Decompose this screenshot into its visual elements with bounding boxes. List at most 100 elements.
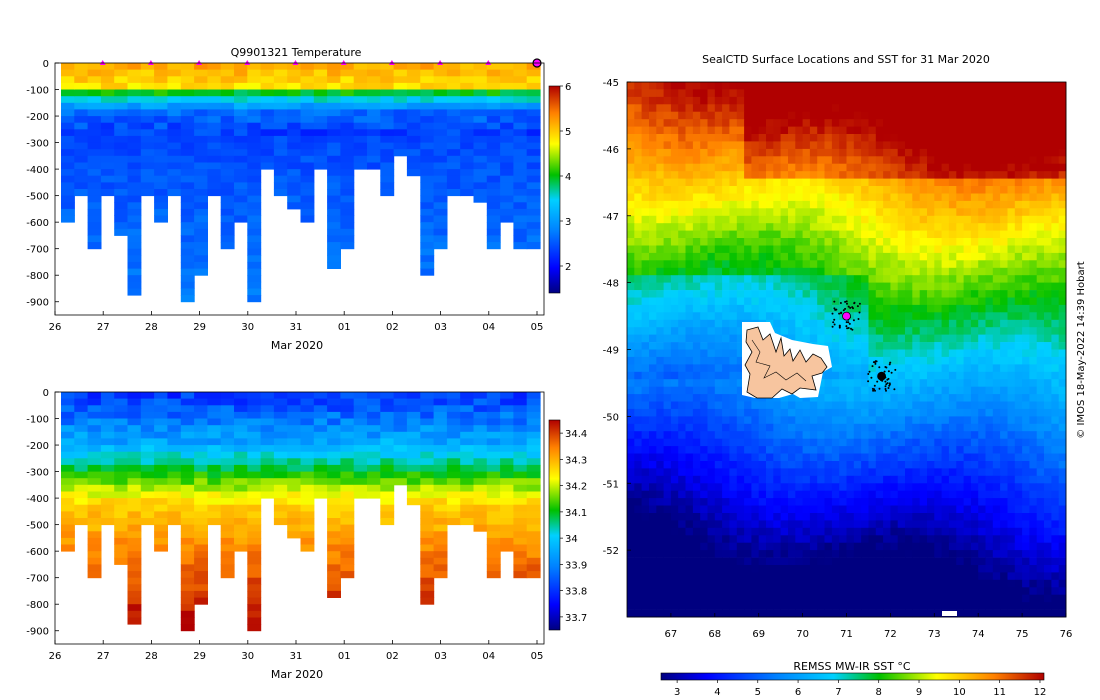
sst-cell	[948, 334, 957, 343]
sst-cell	[627, 134, 635, 142]
sst-cell	[1000, 334, 1008, 343]
sst-cell	[751, 156, 760, 165]
sst-cell	[736, 453, 745, 462]
profile-cell	[287, 149, 302, 157]
profile-cell	[380, 76, 395, 84]
sst-cell	[627, 156, 635, 165]
profile-cell	[420, 82, 435, 90]
sst-cell	[649, 290, 657, 298]
sst-cell	[656, 163, 664, 172]
sst-cell	[912, 379, 920, 387]
profile-cell	[380, 96, 395, 104]
profile-cell	[460, 189, 475, 197]
profile-cell	[100, 458, 115, 466]
x-tick-label: 05	[531, 322, 544, 333]
sst-cell	[700, 178, 708, 187]
profile-cell	[353, 405, 368, 413]
profile-cell	[473, 182, 488, 190]
sst-cell	[729, 438, 738, 447]
profile-cell	[247, 96, 262, 104]
profile-cell	[234, 96, 248, 104]
sst-cell	[707, 401, 716, 410]
sst-cell	[649, 371, 657, 380]
sst-cell	[649, 223, 657, 231]
sst-cell	[678, 334, 686, 343]
y-tick-label: 0	[43, 59, 49, 70]
profile-cell	[154, 109, 168, 117]
profile-cell	[180, 564, 195, 572]
profile-cell	[180, 464, 195, 472]
sst-cell	[868, 408, 877, 417]
sst-cell	[970, 178, 979, 187]
sst-cell	[707, 141, 716, 150]
profile-cell	[220, 471, 235, 479]
sst-cell	[1051, 438, 1060, 447]
sst-cell	[707, 453, 716, 462]
sst-cell	[663, 134, 672, 142]
sst-cell	[678, 408, 686, 417]
profile-cell	[127, 162, 142, 170]
sst-cell	[948, 416, 957, 425]
profile-cell	[100, 149, 115, 157]
sst-cell	[670, 416, 679, 425]
profile-cell	[420, 102, 435, 110]
sst-cell	[685, 230, 694, 239]
profile-cell	[127, 411, 142, 419]
sst-cell	[927, 163, 935, 172]
sst-cell	[897, 156, 906, 165]
sst-cell	[780, 461, 789, 469]
sst-cell	[751, 416, 760, 425]
sst-cell	[853, 208, 862, 217]
sst-cell	[751, 290, 760, 298]
profile-cell	[154, 504, 168, 512]
sst-cell	[758, 148, 767, 157]
profile-cell	[526, 149, 541, 157]
sst-cell	[963, 230, 972, 239]
profile-cell	[100, 142, 115, 150]
profile-cell	[127, 571, 142, 579]
sst-cell	[634, 468, 642, 477]
sst-cell	[1007, 89, 1016, 98]
profile-cell	[127, 275, 142, 283]
sst-cell	[948, 356, 957, 365]
sst-cell	[846, 178, 855, 187]
profile-cell	[247, 116, 262, 124]
sst-cell	[788, 193, 796, 202]
sst-cell	[875, 386, 884, 395]
sst-cell	[627, 96, 635, 105]
sst-cell	[678, 148, 686, 157]
sst-cell	[846, 238, 855, 246]
profile-cell	[340, 208, 355, 216]
sst-cell	[970, 111, 979, 120]
y-tick-label: -500	[26, 192, 49, 203]
sst-cell	[1007, 223, 1016, 231]
sst-cell	[685, 178, 694, 187]
profile-cell	[127, 484, 142, 492]
sst-cell	[700, 468, 708, 477]
sst-cell	[839, 394, 847, 402]
profile-cell	[154, 518, 168, 526]
profile-cell	[380, 471, 395, 479]
profile-cell	[353, 135, 368, 143]
sst-cell	[927, 215, 935, 224]
profile-cell	[127, 182, 142, 190]
sst-cell	[773, 319, 781, 328]
profile-cell	[406, 63, 421, 71]
sst-cell	[978, 223, 986, 231]
profile-cell	[140, 109, 155, 117]
sst-cell	[736, 178, 745, 187]
sst-cell	[978, 252, 986, 261]
sst-cell	[714, 431, 723, 439]
profile-cell	[433, 438, 448, 446]
sst-cell	[1022, 290, 1030, 298]
profile-cell	[114, 392, 129, 400]
sst-cell	[692, 171, 701, 179]
x-tick-label: 26	[49, 322, 62, 333]
sst-cell	[670, 186, 679, 194]
sst-cell	[1051, 371, 1060, 380]
profile-cell	[446, 405, 461, 413]
sst-cell	[1007, 245, 1016, 254]
sst-cell	[985, 178, 994, 187]
x-tick-label: 26	[49, 651, 62, 662]
sst-cell	[846, 186, 855, 194]
